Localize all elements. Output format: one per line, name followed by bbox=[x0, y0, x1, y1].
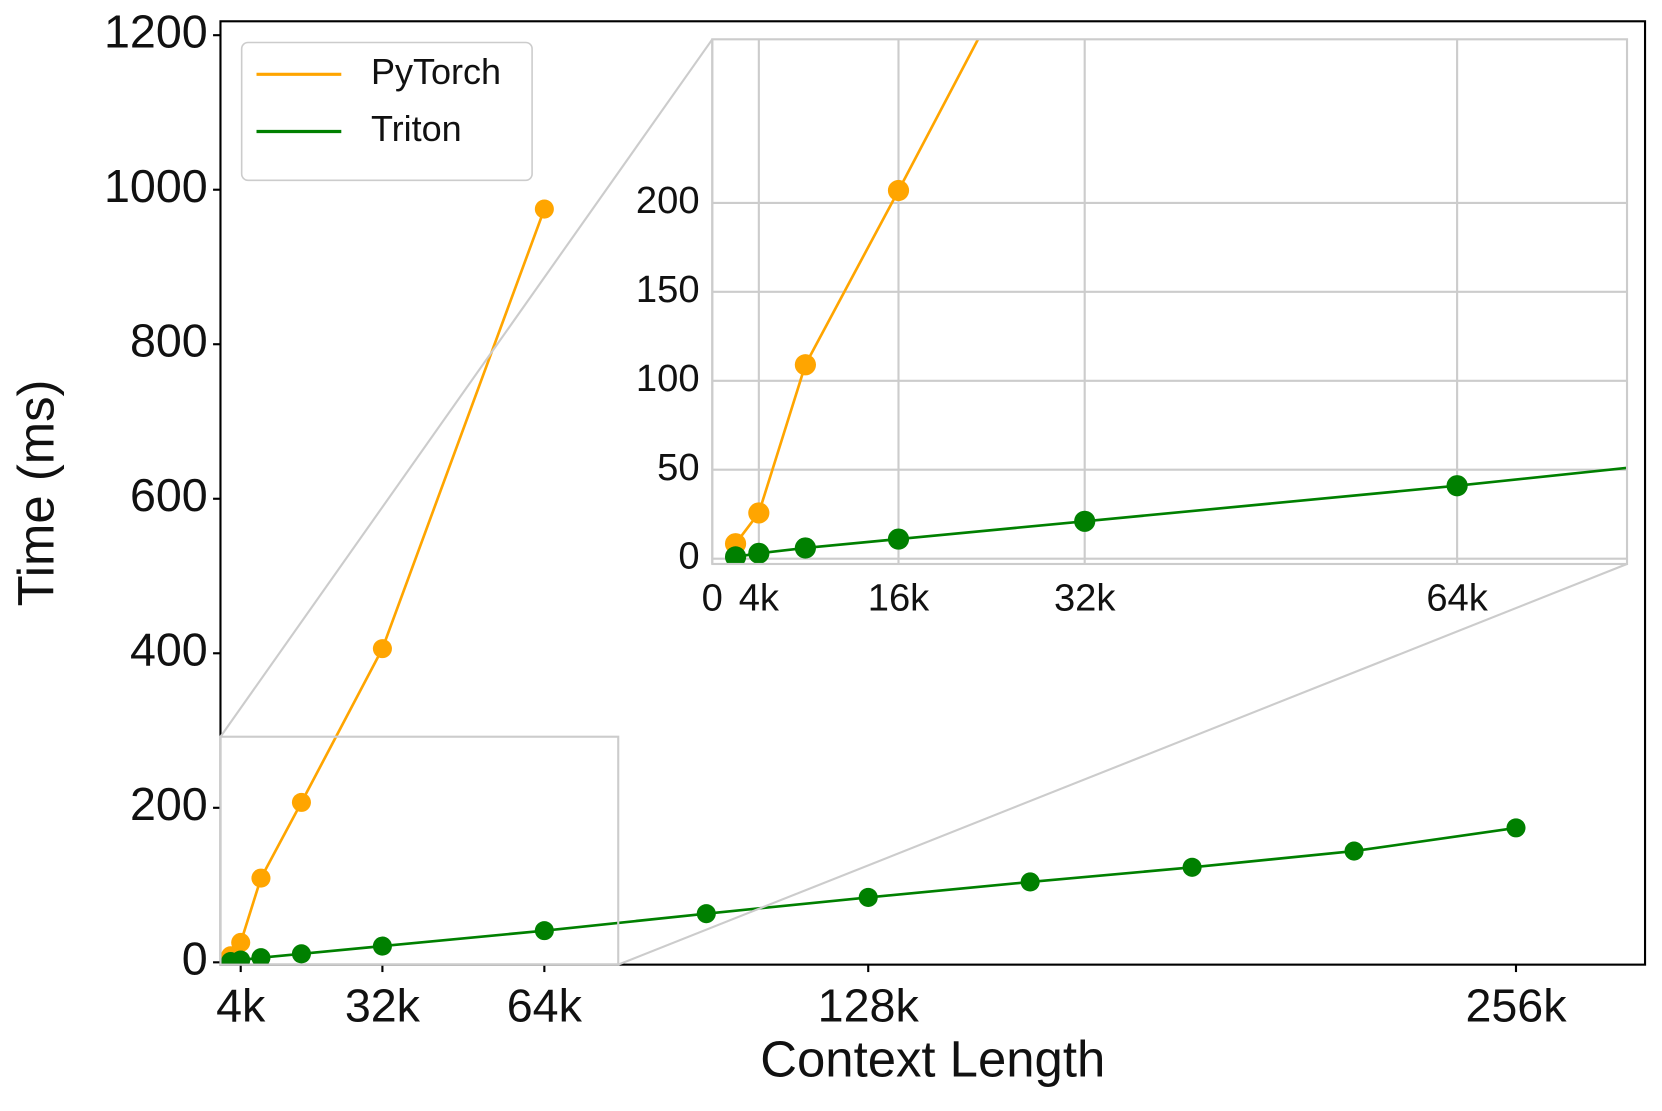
data-point bbox=[231, 950, 251, 965]
y-tick-label: 0 bbox=[678, 535, 699, 578]
data-point bbox=[887, 179, 910, 202]
x-tick-label: 32k bbox=[345, 979, 421, 1031]
zoom-connector bbox=[617, 562, 1628, 966]
zoom-connector bbox=[219, 38, 714, 738]
y-tick-label: 0 bbox=[182, 933, 208, 985]
data-point bbox=[696, 904, 716, 924]
y-tick-label: 150 bbox=[636, 268, 700, 311]
plot-area bbox=[712, 39, 1628, 564]
data-point bbox=[748, 502, 770, 524]
data-point bbox=[1344, 841, 1364, 861]
x-tick-label: 64k bbox=[1426, 576, 1488, 619]
data-point bbox=[534, 199, 554, 219]
data-point bbox=[231, 932, 251, 953]
data-point bbox=[291, 944, 311, 964]
series-group bbox=[221, 199, 1526, 965]
legend-label: PyTorch bbox=[371, 51, 501, 92]
y-tick-label: 200 bbox=[130, 778, 208, 830]
data-point bbox=[858, 887, 878, 907]
data-point bbox=[1020, 872, 1040, 892]
data-point bbox=[887, 528, 910, 550]
x-tick-label: 4k bbox=[216, 979, 266, 1031]
x-tick-label: 128k bbox=[818, 979, 920, 1031]
x-tick-label: 0 bbox=[702, 576, 723, 619]
data-point bbox=[291, 792, 311, 812]
y-tick-label: 1200 bbox=[104, 6, 208, 58]
y-tick-label: 100 bbox=[636, 357, 700, 400]
data-point bbox=[251, 868, 271, 888]
data-point bbox=[251, 948, 271, 965]
axes-frame bbox=[711, 38, 1629, 566]
x-tick-label: 64k bbox=[507, 979, 583, 1031]
data-point bbox=[372, 639, 392, 659]
x-tick-label: 32k bbox=[1054, 576, 1116, 619]
x-tick-label: 16k bbox=[868, 576, 930, 619]
y-tick-label: 50 bbox=[657, 446, 699, 489]
legend-label: Triton bbox=[371, 108, 462, 149]
data-point bbox=[794, 354, 816, 376]
zoom-region bbox=[219, 735, 620, 966]
data-point bbox=[1446, 475, 1468, 497]
series-group bbox=[724, 39, 1628, 564]
data-point bbox=[1074, 510, 1096, 532]
y-tick-label: 400 bbox=[130, 624, 208, 676]
y-tick-label: 200 bbox=[636, 179, 700, 222]
x-tick-label: 256k bbox=[1465, 979, 1567, 1031]
data-point bbox=[724, 546, 747, 564]
data-point bbox=[534, 921, 554, 941]
x-axis-label: Context Length bbox=[760, 1031, 1105, 1088]
data-point bbox=[794, 537, 816, 559]
legend-box bbox=[240, 41, 533, 182]
y-tick-label: 1000 bbox=[104, 160, 208, 212]
data-point bbox=[1182, 857, 1202, 877]
y-tick-label: 600 bbox=[130, 469, 208, 521]
axes-frame bbox=[219, 20, 1647, 966]
x-tick-label: 4k bbox=[739, 576, 780, 619]
y-axis-label: Time (ms) bbox=[8, 379, 65, 606]
data-point bbox=[748, 542, 770, 564]
y-tick-label: 800 bbox=[130, 315, 208, 367]
data-point bbox=[372, 936, 392, 956]
data-point bbox=[1506, 818, 1526, 838]
